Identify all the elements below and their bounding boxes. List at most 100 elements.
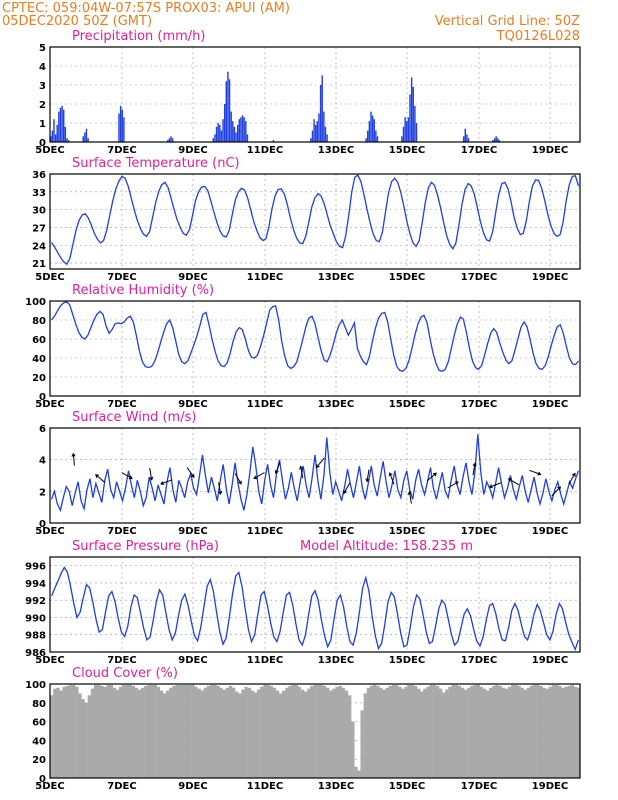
precip-bar — [219, 124, 221, 142]
precip-bar — [217, 123, 219, 142]
wind-xtick-label: 11DEC — [247, 526, 283, 537]
wind-title: Surface Wind (m/s) — [72, 410, 196, 425]
cloud-bar — [178, 684, 183, 778]
cloud-bar — [542, 687, 546, 778]
cloud-bar — [545, 688, 549, 778]
plots-layer: 0 1 2 3 4 5 5DEC 7DEC 9DEC 11DEC 13DEC 15DEC 17DEC 19… — [25, 43, 581, 792]
cloud-bar — [492, 685, 496, 778]
pres-ytick-label: 994 — [25, 579, 46, 590]
cloud-title: Cloud Cover (%) — [72, 666, 178, 681]
cloud-bar — [219, 687, 223, 778]
wind-xtick-label: 17DEC — [461, 526, 497, 537]
precip-bar — [118, 113, 120, 142]
cloud-bar — [344, 690, 349, 778]
precip-bar — [367, 130, 369, 142]
rh-series-line — [50, 301, 580, 373]
cloud-bar — [304, 691, 308, 778]
precip-bar — [50, 136, 52, 142]
precip-bar — [462, 136, 465, 142]
cloud-xtick-label: 9DEC — [178, 781, 207, 792]
precip-bar — [167, 140, 169, 142]
precip-bar — [67, 140, 70, 142]
cloud-bar — [445, 689, 449, 778]
precip-bar — [222, 119, 224, 142]
cloud-bar — [172, 685, 176, 778]
wind-direction-arrow — [71, 452, 76, 466]
cloud-bar — [529, 685, 534, 778]
cloud-bar — [523, 689, 527, 778]
cloud-bar — [504, 688, 509, 778]
cloud-bar — [413, 685, 418, 778]
temp-title: Surface Temperature (nC) — [72, 156, 240, 171]
cloud-bar — [200, 690, 204, 778]
pres-xtick-label: 7DEC — [107, 655, 136, 666]
cloud-bar — [78, 693, 82, 778]
wind-direction-arrow — [274, 461, 281, 475]
cloud-bar — [495, 684, 499, 778]
wind-ytick-label: 0 — [39, 519, 46, 530]
precip-bar — [402, 126, 405, 142]
cloud-bar — [451, 684, 455, 778]
cloud-bar — [128, 684, 132, 778]
cloud-ytick-label: 20 — [32, 755, 46, 766]
precip-bar — [415, 123, 418, 142]
cloud-bar — [84, 702, 88, 778]
temp-panel-frame — [49, 173, 581, 270]
cloud-bar — [278, 693, 283, 778]
cloud-ytick-label: 80 — [32, 699, 46, 710]
temp-xtick-label: 5DEC — [35, 272, 64, 283]
cloud-bar — [187, 684, 192, 778]
wind-direction-arrow — [234, 473, 242, 485]
precip-bar — [232, 121, 234, 142]
pres-xtick-label: 17DEC — [461, 655, 497, 666]
precip-bar — [316, 121, 319, 142]
cloud-bar — [269, 685, 273, 778]
precip-bar — [467, 138, 470, 142]
cloud-bar — [388, 685, 393, 778]
cloud-bar — [272, 687, 277, 778]
precip-bar — [464, 128, 466, 142]
cloud-bar — [285, 687, 289, 778]
cloud-bar — [357, 770, 361, 778]
cloud-bar — [169, 687, 173, 778]
cloud-bar — [507, 686, 512, 778]
precip-bar — [272, 140, 275, 142]
cloud-bar — [435, 685, 440, 778]
precip-bar — [493, 138, 496, 142]
cloud-bar — [112, 687, 117, 778]
precip-bar — [368, 121, 371, 142]
rh-xtick-label: 19DEC — [532, 399, 568, 410]
cloud-bar — [369, 685, 374, 778]
cloud-bar — [307, 688, 311, 778]
cloud-bar — [206, 685, 211, 778]
precip-bar — [53, 119, 55, 142]
cloud-xtick-label: 19DEC — [532, 781, 568, 792]
wind-direction-arrow — [551, 486, 562, 496]
cloud-bar — [426, 686, 430, 778]
cloud-bar — [398, 686, 402, 778]
cloud-bar — [156, 686, 161, 778]
cloud-bar — [404, 686, 408, 778]
wind-direction-arrow — [299, 465, 304, 479]
cloud-bar — [564, 686, 568, 778]
precip-bar — [121, 109, 123, 142]
cloud-bar — [244, 686, 248, 778]
precip-bar — [318, 113, 320, 142]
cloud-bar — [300, 689, 305, 778]
precip-bar — [63, 109, 65, 142]
precip-bar — [51, 130, 54, 142]
rh-xtick-label: 17DEC — [461, 399, 497, 410]
precip-bar — [233, 126, 236, 142]
cloud-bar — [463, 689, 468, 778]
precip-bar — [56, 124, 58, 142]
cloud-bar — [517, 685, 521, 778]
pres-xtick-label: 15DEC — [389, 655, 425, 666]
cloud-bar — [291, 684, 295, 778]
cloud-xtick-label: 7DEC — [107, 781, 136, 792]
precip-bar — [119, 105, 122, 142]
cloud-bar — [144, 685, 148, 778]
wind-direction-arrow — [447, 481, 459, 489]
rh-xtick-label: 7DEC — [107, 399, 136, 410]
cloud-bar — [118, 686, 123, 778]
precip-bar — [85, 128, 88, 142]
